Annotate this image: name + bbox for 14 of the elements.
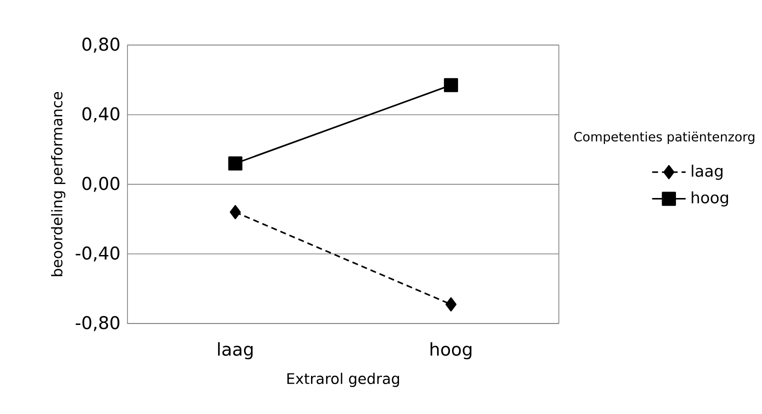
y-tick-label: 0,40 bbox=[82, 107, 120, 122]
y-axis-title: beoordeling performance bbox=[51, 92, 66, 276]
y-tick-label: 0,00 bbox=[82, 176, 120, 192]
legend-title: Competenties patiëntenzorg bbox=[574, 132, 754, 144]
y-tick-label: -0,40 bbox=[76, 246, 120, 262]
legend-label: laag bbox=[692, 164, 722, 180]
y-tick-label: -0,80 bbox=[76, 316, 120, 332]
point bbox=[228, 156, 242, 171]
y-tick-label: 0,80 bbox=[82, 38, 120, 53]
x-axis-title: Extrarol gedrag bbox=[287, 372, 400, 388]
point bbox=[446, 297, 456, 312]
point bbox=[230, 205, 241, 220]
point bbox=[444, 78, 458, 92]
legend-label: hoog bbox=[692, 191, 728, 207]
